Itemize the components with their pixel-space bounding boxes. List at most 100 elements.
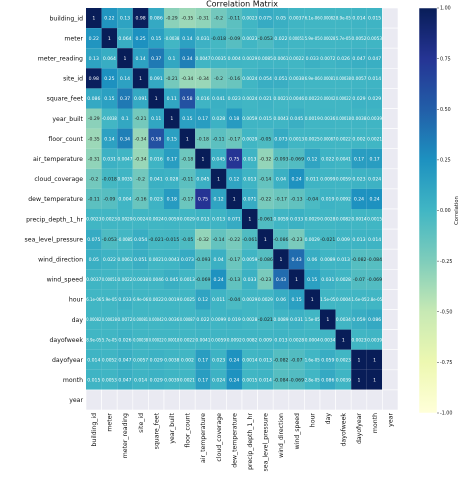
cell-value-label: 0.041	[212, 96, 225, 102]
cell-value-label: -0.16	[228, 76, 240, 82]
heatmap-cell	[257, 128, 274, 149]
heatmap-cell	[320, 68, 336, 89]
heatmap-cell	[366, 48, 383, 69]
heatmap-cell	[132, 289, 149, 310]
cell-value-label: 0.086	[87, 96, 100, 102]
heatmap-cell	[117, 249, 133, 270]
cell-value-label: -0.053	[258, 36, 273, 42]
heatmap-cell	[195, 128, 211, 149]
heatmap-cell	[273, 229, 289, 250]
heatmap-cell	[366, 349, 383, 370]
heatmap-cell	[195, 188, 211, 209]
heatmap-cell	[117, 209, 133, 230]
cell-value-label: 0.015	[259, 116, 272, 122]
cell-value-label: 1.6e-05	[352, 297, 367, 303]
cell-value-label: 0.0061	[118, 257, 133, 263]
cell-value-label: -0.23	[259, 277, 271, 283]
heatmap-cell	[351, 108, 367, 129]
cell-value-label: 0.37	[120, 96, 130, 102]
heatmap-cell	[226, 88, 242, 109]
cell-value-label: 0.00028	[320, 36, 335, 42]
cell-value-label: 0.22	[104, 16, 114, 22]
cell-value-label: 0.1	[121, 116, 128, 122]
heatmap-cell	[101, 88, 118, 109]
heatmap-cell	[226, 48, 242, 69]
cell-value-label: 0.0028	[336, 277, 351, 283]
heatmap-cell	[335, 28, 352, 49]
heatmap-cell	[117, 28, 133, 49]
cell-value-label: 0.031	[321, 277, 334, 283]
cell-value-label: 0.0089	[320, 257, 335, 263]
heatmap-cell	[273, 68, 289, 89]
cell-value-label: -0.061	[242, 237, 257, 243]
heatmap-cell	[164, 88, 180, 109]
cell-value-label: 0.13	[89, 56, 99, 62]
cell-value-label: 0.24	[354, 197, 364, 203]
heatmap-cell	[273, 88, 289, 109]
heatmap-cell	[210, 289, 227, 310]
cell-value-label: 0.12	[307, 156, 317, 162]
cell-value-label: 0.013	[274, 337, 287, 343]
cell-value-label: -0.0085	[118, 237, 133, 243]
heatmap-cell	[351, 229, 367, 250]
cell-value-label: 0.14	[104, 136, 114, 142]
cell-value-label: 0.014	[368, 237, 381, 243]
cell-value-label: 0.0053	[102, 377, 117, 383]
heatmap-cell	[164, 349, 180, 370]
cell-value-label: 0.17	[167, 156, 177, 162]
heatmap-cell	[101, 128, 118, 149]
cell-value-label: 0.0072	[320, 56, 335, 62]
heatmap-cell	[304, 389, 321, 411]
cell-value-label: 0.14	[135, 56, 145, 62]
cell-value-label: 0.0028	[289, 337, 304, 343]
cell-value-label: 0.0043	[274, 116, 289, 122]
cell-value-label: 0.0024	[149, 217, 164, 223]
heatmap-cell	[210, 309, 227, 330]
cell-value-label: 0.00082	[320, 16, 335, 22]
heatmap-cell	[257, 369, 274, 390]
heatmap-cell	[101, 168, 118, 189]
colorbar-tick-label: -1.00	[440, 411, 452, 417]
cell-value-label: 0.013	[352, 237, 365, 243]
cell-value-label: 0.0028	[320, 217, 335, 223]
cell-value-label: 0.073	[274, 136, 287, 142]
heatmap-cell	[117, 8, 133, 29]
cell-value-label: 0.031	[103, 156, 116, 162]
cell-value-label: 0.0023	[102, 217, 117, 223]
heatmap-cell	[335, 168, 352, 189]
heatmap-cell	[164, 209, 180, 230]
cell-value-label: -0.14	[259, 176, 271, 182]
cell-value-label: 0.051	[274, 76, 287, 82]
heatmap-cell	[226, 329, 242, 350]
cell-value-label: -0.015	[164, 237, 179, 243]
heatmap-cell	[273, 369, 289, 390]
y-tick-label: site_id	[63, 76, 83, 83]
cell-value-label: 0.0021	[180, 377, 195, 383]
heatmap-cell	[382, 27, 399, 49]
heatmap-cell	[179, 188, 196, 209]
heatmap-cell	[335, 369, 352, 390]
cell-value-label: 0.15	[151, 36, 161, 42]
heatmap-cell	[257, 249, 274, 270]
heatmap-cell	[304, 168, 320, 189]
y-tick-label: year	[69, 397, 83, 404]
cell-value-label: 1	[280, 257, 283, 263]
heatmap-cell	[132, 229, 149, 250]
cell-value-label: -0.069	[196, 277, 211, 283]
heatmap-cell	[163, 389, 180, 411]
heatmap-cell	[366, 108, 383, 129]
heatmap-cell	[179, 88, 196, 109]
heatmap-cell	[382, 128, 399, 150]
heatmap-cell	[86, 148, 102, 169]
heatmap-cell	[351, 269, 367, 290]
heatmap-cell	[257, 209, 274, 230]
heatmap-cell	[382, 168, 399, 190]
cell-value-label: -0.069	[289, 156, 304, 162]
cell-value-label: 0.0029	[242, 56, 257, 62]
heatmap-cell	[117, 289, 133, 310]
cell-value-label: -0.11	[181, 176, 193, 182]
cell-value-label: 0.12	[213, 197, 223, 203]
cell-value-label: 0.075	[259, 16, 272, 22]
cell-value-label: 0.00082	[86, 317, 101, 323]
cell-value-label: -0.23	[291, 237, 303, 243]
